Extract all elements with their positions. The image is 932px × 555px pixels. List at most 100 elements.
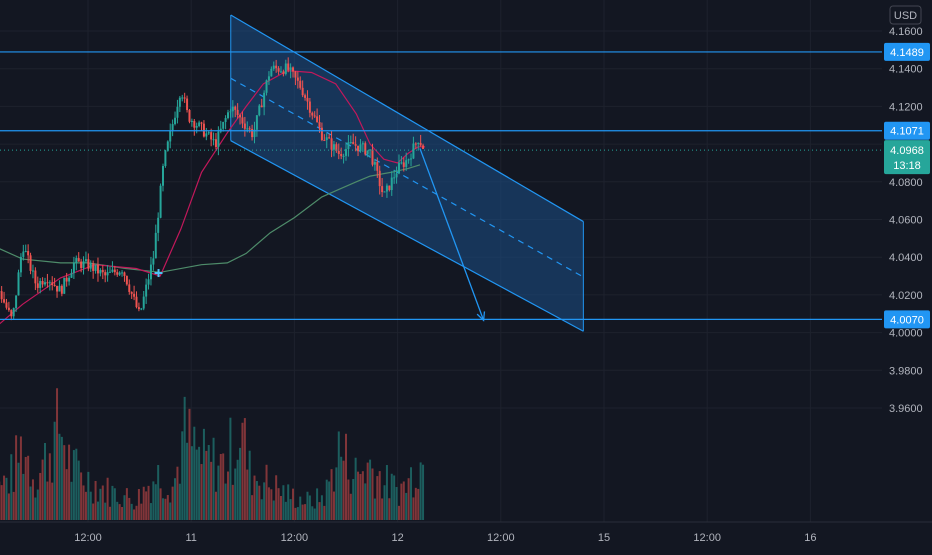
candle-body[interactable] <box>386 186 388 192</box>
candle-body[interactable] <box>266 80 268 92</box>
candle-body[interactable] <box>388 186 390 190</box>
candle-body[interactable] <box>367 150 369 154</box>
candle-body[interactable] <box>109 272 111 273</box>
candle-body[interactable] <box>46 282 48 283</box>
candle-body[interactable] <box>208 132 210 133</box>
candle-body[interactable] <box>350 142 352 143</box>
candle-body[interactable] <box>145 285 147 297</box>
candle-body[interactable] <box>420 143 422 146</box>
candle-body[interactable] <box>54 285 56 286</box>
candle-body[interactable] <box>273 66 275 69</box>
candle-body[interactable] <box>326 137 328 140</box>
candle-body[interactable] <box>290 67 292 70</box>
candle-body[interactable] <box>10 310 12 316</box>
candle-body[interactable] <box>229 111 231 112</box>
candle-body[interactable] <box>34 271 36 284</box>
candle-body[interactable] <box>410 158 412 159</box>
candle-body[interactable] <box>18 272 20 295</box>
candle-body[interactable] <box>362 143 364 144</box>
candle-body[interactable] <box>391 178 393 190</box>
candle-body[interactable] <box>249 128 251 129</box>
candle-body[interactable] <box>384 192 386 193</box>
candle-body[interactable] <box>403 162 405 167</box>
candle-body[interactable] <box>133 294 135 297</box>
candle-body[interactable] <box>116 272 118 275</box>
candle-body[interactable] <box>201 122 203 123</box>
candle-body[interactable] <box>357 146 359 151</box>
candle-body[interactable] <box>213 139 215 140</box>
candle-body[interactable] <box>44 282 46 284</box>
candle-body[interactable] <box>181 98 183 99</box>
candle-body[interactable] <box>169 130 171 141</box>
candle-body[interactable] <box>176 107 178 118</box>
candle-body[interactable] <box>13 308 15 316</box>
candle-body[interactable] <box>415 144 417 145</box>
candle-body[interactable] <box>422 145 424 149</box>
candle-body[interactable] <box>294 72 296 78</box>
candle-body[interactable] <box>73 263 75 273</box>
candle-body[interactable] <box>99 270 101 273</box>
candle-body[interactable] <box>111 270 113 272</box>
candle-body[interactable] <box>138 307 140 309</box>
candle-body[interactable] <box>258 106 260 116</box>
candle-body[interactable] <box>321 128 323 140</box>
candle-body[interactable] <box>371 149 373 164</box>
candle-body[interactable] <box>85 259 87 261</box>
candle-body[interactable] <box>287 63 289 69</box>
candle-body[interactable] <box>51 282 53 285</box>
candle-body[interactable] <box>97 265 99 274</box>
candle-body[interactable] <box>408 159 410 160</box>
candle-body[interactable] <box>347 142 349 149</box>
candle-body[interactable] <box>241 117 243 123</box>
candle-body[interactable] <box>121 272 123 273</box>
candle-body[interactable] <box>278 68 280 71</box>
candle-body[interactable] <box>70 273 72 278</box>
candle-body[interactable] <box>80 262 82 268</box>
candle-body[interactable] <box>323 140 325 141</box>
candle-body[interactable] <box>285 63 287 74</box>
candle-body[interactable] <box>299 81 301 88</box>
candle-body[interactable] <box>268 76 270 80</box>
candle-body[interactable] <box>172 124 174 130</box>
candle-body[interactable] <box>87 259 89 268</box>
candle-body[interactable] <box>5 303 7 308</box>
candle-body[interactable] <box>355 144 357 146</box>
candle-body[interactable] <box>196 126 198 128</box>
candle-body[interactable] <box>107 272 109 275</box>
candle-body[interactable] <box>319 122 321 128</box>
candle-body[interactable] <box>25 251 27 252</box>
candle-body[interactable] <box>316 116 318 122</box>
candle-body[interactable] <box>297 78 299 81</box>
candle-body[interactable] <box>381 186 383 192</box>
candle-body[interactable] <box>56 286 58 292</box>
candle-body[interactable] <box>331 138 333 149</box>
candle-body[interactable] <box>92 263 94 271</box>
candle-body[interactable] <box>345 149 347 156</box>
candle-body[interactable] <box>292 67 294 71</box>
candle-body[interactable] <box>114 270 116 273</box>
candle-body[interactable] <box>164 151 166 166</box>
candle-body[interactable] <box>136 297 138 307</box>
candle-body[interactable] <box>328 137 330 138</box>
candle-body[interactable] <box>160 186 162 218</box>
candle-body[interactable] <box>83 261 85 268</box>
candle-body[interactable] <box>3 299 5 302</box>
candle-body[interactable] <box>15 295 17 308</box>
candle-body[interactable] <box>167 141 169 150</box>
candle-body[interactable] <box>104 272 106 275</box>
candle-body[interactable] <box>263 93 265 107</box>
candle-body[interactable] <box>75 258 77 263</box>
candle-body[interactable] <box>42 281 44 284</box>
candle-body[interactable] <box>188 110 190 122</box>
candle-body[interactable] <box>128 284 130 292</box>
candle-body[interactable] <box>398 163 400 174</box>
candle-body[interactable] <box>119 273 121 275</box>
candle-body[interactable] <box>227 112 229 118</box>
candle-body[interactable] <box>90 263 92 268</box>
candle-body[interactable] <box>306 98 308 102</box>
candle-body[interactable] <box>379 171 381 186</box>
candle-body[interactable] <box>237 110 239 115</box>
candle-body[interactable] <box>309 102 311 113</box>
candle-body[interactable] <box>280 71 282 72</box>
candle-body[interactable] <box>343 156 345 157</box>
